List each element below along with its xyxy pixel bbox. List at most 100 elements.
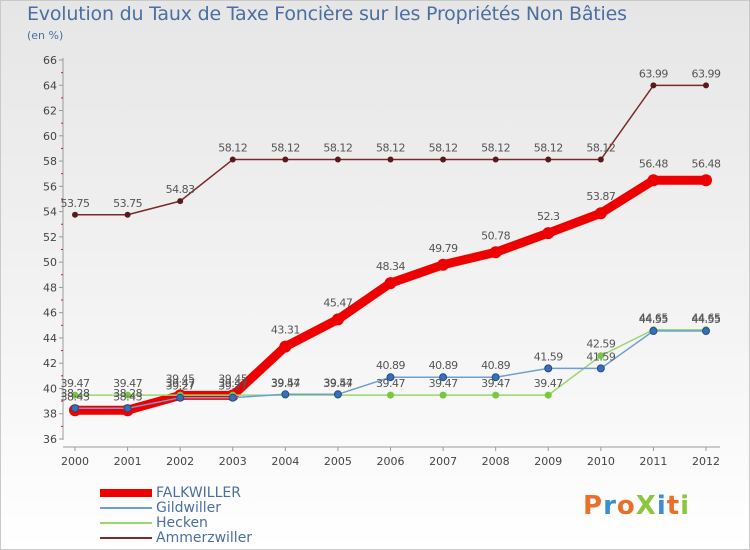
data-point-ammerzwiller <box>650 82 657 89</box>
data-label-gildwiller: 41.59 <box>586 350 615 363</box>
data-point-gildwiller <box>491 373 500 382</box>
data-label-gildwiller: 39.27 <box>166 380 195 393</box>
chart-title: Evolution du Taux de Taxe Foncière sur l… <box>27 3 627 25</box>
data-point-falkwiller <box>594 207 607 220</box>
data-point-ammerzwiller <box>597 156 604 163</box>
y-tick-label: 62 <box>43 105 57 118</box>
data-label-falkwiller: 56.48 <box>639 157 668 170</box>
y-tick-label: 44 <box>43 332 57 345</box>
data-label-hecken: 39.47 <box>429 377 458 390</box>
x-tick-label: 2010 <box>587 455 615 468</box>
x-tick-label: 2011 <box>639 455 667 468</box>
data-label-ammerzwiller: 58.12 <box>481 142 510 155</box>
y-tick-label: 42 <box>43 357 57 370</box>
data-point-gildwiller <box>333 390 342 399</box>
data-point-ammerzwiller <box>334 156 341 163</box>
y-tick-label: 52 <box>43 231 57 244</box>
data-point-gildwiller <box>386 373 395 382</box>
data-label-gildwiller: 44.55 <box>639 313 668 326</box>
y-tick-label: 50 <box>43 256 57 269</box>
data-label-falkwiller: 45.47 <box>323 296 352 309</box>
data-label-gildwiller: 40.89 <box>429 359 458 372</box>
data-label-ammerzwiller: 58.12 <box>534 142 563 155</box>
data-label-gildwiller: 39.54 <box>271 376 300 389</box>
data-label-falkwiller: 52.3 <box>537 210 560 223</box>
y-tick-label: 40 <box>43 382 57 395</box>
data-point-falkwiller <box>384 277 397 290</box>
data-label-hecken: 39.47 <box>61 377 90 390</box>
data-label-ammerzwiller: 53.75 <box>113 197 142 210</box>
x-tick-label: 2001 <box>114 455 142 468</box>
data-point-ammerzwiller <box>124 211 131 218</box>
data-point-hecken <box>387 391 394 399</box>
data-label-ammerzwiller: 58.12 <box>586 142 615 155</box>
data-point-gildwiller <box>176 393 185 402</box>
data-point-gildwiller <box>123 404 132 413</box>
y-tick-label: 54 <box>43 206 57 219</box>
data-label-hecken: 39.47 <box>534 377 563 390</box>
x-tick-label: 2008 <box>482 455 510 468</box>
y-tick-label: 48 <box>43 281 57 294</box>
data-label-ammerzwiller: 58.12 <box>271 142 300 155</box>
logo-letter: o <box>616 491 636 521</box>
data-point-gildwiller <box>596 364 605 373</box>
data-point-hecken <box>439 391 447 399</box>
y-tick-label: 60 <box>43 130 57 143</box>
data-point-ammerzwiller <box>440 156 447 163</box>
data-point-gildwiller <box>281 390 290 399</box>
x-tick-label: 2002 <box>166 455 194 468</box>
data-label-hecken: 39.47 <box>166 377 195 390</box>
data-label-falkwiller: 39.45 <box>166 372 195 385</box>
data-point-hecken <box>492 391 500 399</box>
data-label-falkwiller: 43.31 <box>271 324 300 337</box>
x-tick-label: 2007 <box>429 455 457 468</box>
data-point-hecken <box>124 391 132 399</box>
data-point-gildwiller <box>228 393 237 402</box>
legend-label: Gildwiller <box>156 500 222 516</box>
x-tick-label: 2005 <box>324 455 352 468</box>
data-point-ammerzwiller <box>703 82 709 89</box>
data-label-hecken: 39.47 <box>218 377 247 390</box>
y-tick-label: 46 <box>43 307 57 320</box>
data-point-ammerzwiller <box>282 156 289 163</box>
data-label-hecken: 39.47 <box>271 377 300 390</box>
data-point-ammerzwiller <box>177 198 184 205</box>
legend-label: Hecken <box>156 515 208 531</box>
data-label-falkwiller: 56.48 <box>692 157 721 170</box>
y-tick-label: 66 <box>43 54 57 67</box>
data-point-falkwiller <box>437 258 450 271</box>
data-label-ammerzwiller: 58.12 <box>429 142 458 155</box>
data-label-gildwiller: 44.55 <box>692 313 721 326</box>
x-tick-label: 2012 <box>692 455 720 468</box>
legend-swatch <box>100 537 152 539</box>
data-label-hecken: 39.47 <box>323 377 352 390</box>
data-label-falkwiller: 50.78 <box>481 229 510 242</box>
data-label-ammerzwiller: 53.75 <box>61 197 90 210</box>
data-label-falkwiller: 53.87 <box>586 190 615 203</box>
data-label-gildwiller: 39.54 <box>323 376 352 389</box>
data-label-ammerzwiller: 63.99 <box>692 67 721 80</box>
data-label-hecken: 39.47 <box>113 377 142 390</box>
data-label-ammerzwiller: 58.12 <box>218 142 247 155</box>
data-label-gildwiller: 40.89 <box>376 359 405 372</box>
data-point-falkwiller <box>542 227 555 240</box>
x-tick-label: 2004 <box>271 455 299 468</box>
x-tick-label: 2003 <box>219 455 247 468</box>
data-point-gildwiller <box>71 404 79 413</box>
data-label-falkwiller: 38.28 <box>61 387 90 400</box>
data-label-gildwiller: 40.89 <box>481 359 510 372</box>
data-label-ammerzwiller: 54.83 <box>166 183 195 196</box>
data-point-gildwiller <box>439 373 448 382</box>
logo-letter: P <box>583 491 604 521</box>
x-tick-label: 2000 <box>61 455 89 468</box>
data-label-falkwiller: 38.28 <box>113 387 142 400</box>
x-tick-label: 2009 <box>534 455 562 468</box>
legend-swatch <box>100 489 152 497</box>
data-label-gildwiller: 38.43 <box>61 390 90 403</box>
chart-unit-label: (en %) <box>27 29 64 42</box>
data-point-falkwiller <box>331 313 344 326</box>
data-label-hecken: 44.65 <box>692 312 721 325</box>
data-label-hecken: 39.47 <box>376 377 405 390</box>
data-label-gildwiller: 41.59 <box>534 350 563 363</box>
